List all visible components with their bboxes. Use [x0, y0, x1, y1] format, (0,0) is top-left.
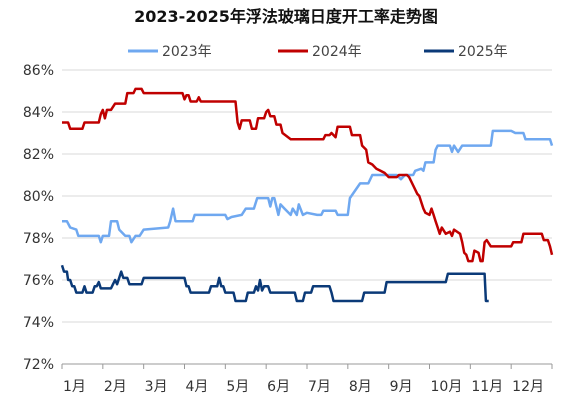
y-tick-label: 82%	[23, 147, 54, 163]
y-tick-label: 80%	[23, 189, 54, 205]
chart-title: 2023-2025年浮法玻璃日度开工率走势图	[134, 7, 438, 26]
series-line-3	[60, 264, 489, 303]
x-tick-label: 1月	[63, 379, 86, 395]
series-line-1	[62, 129, 554, 244]
legend-label-2: 2024年	[312, 44, 362, 60]
x-tick-label: 11月	[471, 379, 503, 395]
legend-label-1: 2023年	[162, 44, 212, 60]
y-tick-label: 74%	[23, 315, 54, 331]
legend: 2023年 2024年 2025年	[128, 44, 508, 60]
y-tick-label: 78%	[23, 231, 54, 247]
x-tick-label: 5月	[226, 379, 249, 395]
x-axis: 1月 2月 3月 4月 5月 6月 7月 8月 9月 10月 11月 12月	[61, 363, 553, 395]
legend-label-3: 2025年	[458, 44, 508, 60]
x-tick-label: 10月	[431, 379, 463, 395]
x-tick-label: 9月	[390, 379, 413, 395]
x-tick-label: 7月	[308, 379, 331, 395]
y-tick-label: 76%	[23, 273, 54, 289]
y-axis: 72% 74% 76% 78% 80% 82% 84% 86%	[23, 63, 54, 373]
x-tick-label: 3月	[145, 379, 168, 395]
y-tick-label: 72%	[23, 357, 54, 373]
y-tick-label: 86%	[23, 63, 54, 79]
x-tick-label: 2月	[104, 379, 127, 395]
x-tick-label: 4月	[186, 379, 209, 395]
x-tick-label: 12月	[512, 379, 544, 395]
x-tick-label: 8月	[349, 379, 372, 395]
y-tick-label: 84%	[23, 105, 54, 121]
series-group	[60, 87, 554, 303]
x-tick-label: 6月	[267, 379, 290, 395]
series-line-2	[62, 87, 554, 263]
